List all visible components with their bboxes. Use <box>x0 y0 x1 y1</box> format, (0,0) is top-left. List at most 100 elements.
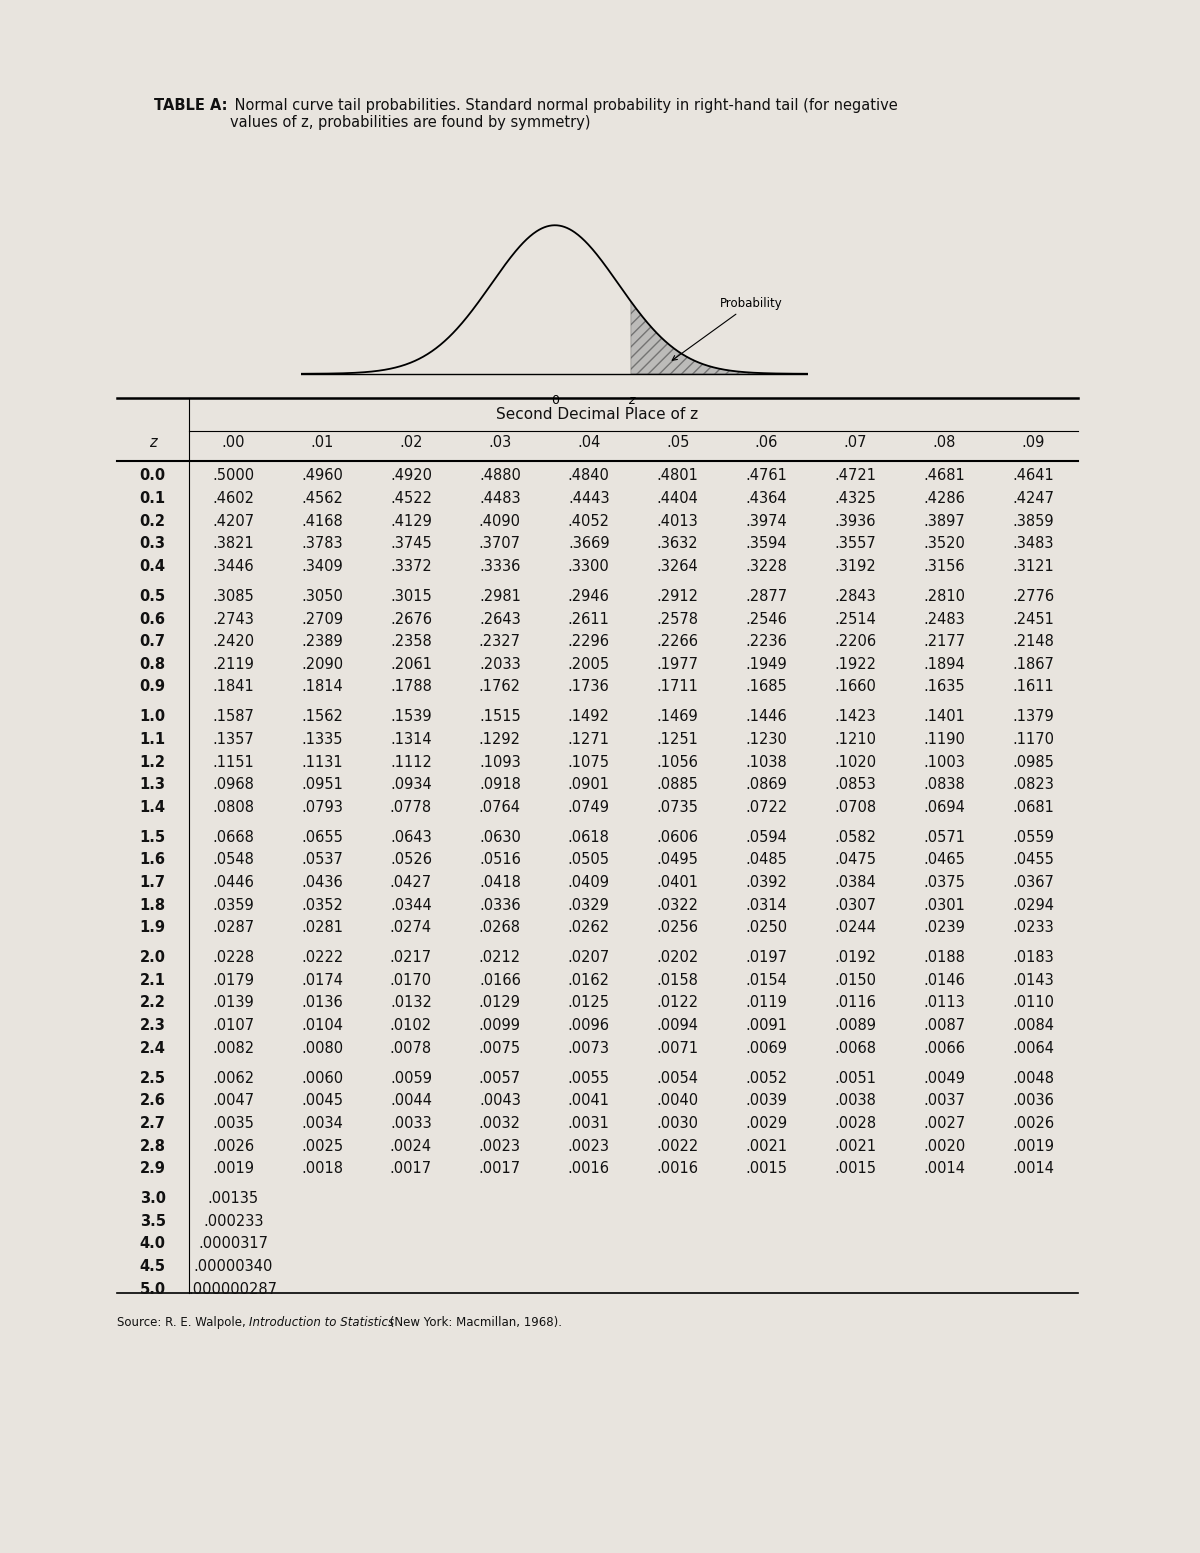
Text: .1003: .1003 <box>923 755 965 770</box>
Text: .0222: .0222 <box>301 950 343 966</box>
Text: .1762: .1762 <box>479 679 521 694</box>
Text: .0778: .0778 <box>390 800 432 815</box>
Text: .0228: .0228 <box>212 950 254 966</box>
Text: .0202: .0202 <box>656 950 698 966</box>
Text: 0: 0 <box>551 394 559 407</box>
Text: 3.5: 3.5 <box>139 1214 166 1228</box>
Text: .1075: .1075 <box>568 755 610 770</box>
Text: .2236: .2236 <box>745 634 787 649</box>
Text: .1314: .1314 <box>390 731 432 747</box>
Text: .1977: .1977 <box>656 657 698 672</box>
Text: .1515: .1515 <box>479 710 521 724</box>
Text: .0985: .0985 <box>1013 755 1054 770</box>
Text: .0384: .0384 <box>834 874 876 890</box>
Text: .0116: .0116 <box>834 995 876 1011</box>
Text: .3745: .3745 <box>390 536 432 551</box>
Text: .0064: .0064 <box>1012 1041 1054 1056</box>
Text: .1711: .1711 <box>656 679 698 694</box>
Text: .0089: .0089 <box>834 1019 876 1033</box>
Text: .1151: .1151 <box>212 755 254 770</box>
Text: .3336: .3336 <box>479 559 521 575</box>
Text: .0073: .0073 <box>568 1041 610 1056</box>
Text: .0000317: .0000317 <box>198 1236 268 1252</box>
Text: .3156: .3156 <box>924 559 965 575</box>
Text: .0039: .0039 <box>745 1093 787 1109</box>
Text: .0838: .0838 <box>923 776 965 792</box>
Text: .0094: .0094 <box>656 1019 698 1033</box>
Text: .0708: .0708 <box>834 800 876 815</box>
Text: .0344: .0344 <box>390 898 432 913</box>
Text: .0174: .0174 <box>301 972 343 988</box>
Text: .0287: .0287 <box>212 921 254 935</box>
Text: .0041: .0041 <box>568 1093 610 1109</box>
Text: .4721: .4721 <box>834 469 876 483</box>
Text: 1.8: 1.8 <box>139 898 166 913</box>
Text: .3707: .3707 <box>479 536 521 551</box>
Text: .2776: .2776 <box>1012 589 1055 604</box>
Text: .1949: .1949 <box>745 657 787 672</box>
Text: .4404: .4404 <box>656 491 698 506</box>
Text: .0045: .0045 <box>301 1093 343 1109</box>
Text: .0025: .0025 <box>301 1138 343 1154</box>
Text: 0.3: 0.3 <box>139 536 166 551</box>
Text: .0040: .0040 <box>656 1093 698 1109</box>
Text: 0.2: 0.2 <box>139 514 166 528</box>
Text: 2.3: 2.3 <box>139 1019 166 1033</box>
Text: .0918: .0918 <box>479 776 521 792</box>
Text: .4325: .4325 <box>834 491 876 506</box>
Text: .2358: .2358 <box>390 634 432 649</box>
Text: .2119: .2119 <box>212 657 254 672</box>
Text: .0020: .0020 <box>923 1138 965 1154</box>
Text: .0033: .0033 <box>390 1117 432 1131</box>
Text: .0367: .0367 <box>1013 874 1054 890</box>
Text: .0606: .0606 <box>656 829 698 845</box>
Text: .0029: .0029 <box>745 1117 787 1131</box>
Text: .2483: .2483 <box>923 612 965 626</box>
Text: .0418: .0418 <box>479 874 521 890</box>
Text: .0885: .0885 <box>656 776 698 792</box>
Text: .2090: .2090 <box>301 657 343 672</box>
Text: .0075: .0075 <box>479 1041 521 1056</box>
Text: .0722: .0722 <box>745 800 787 815</box>
Text: .0582: .0582 <box>834 829 876 845</box>
Text: .5000: .5000 <box>212 469 254 483</box>
Text: TABLE A:: TABLE A: <box>154 98 227 113</box>
Text: .0217: .0217 <box>390 950 432 966</box>
Text: .2420: .2420 <box>212 634 254 649</box>
Text: .0188: .0188 <box>923 950 965 966</box>
Text: .2005: .2005 <box>568 657 610 672</box>
Text: .0268: .0268 <box>479 921 521 935</box>
Text: .1038: .1038 <box>745 755 787 770</box>
Text: 2.0: 2.0 <box>139 950 166 966</box>
Text: .0051: .0051 <box>834 1070 876 1086</box>
Text: .2546: .2546 <box>745 612 787 626</box>
Text: .3300: .3300 <box>568 559 610 575</box>
Text: .0655: .0655 <box>301 829 343 845</box>
Text: .3897: .3897 <box>923 514 965 528</box>
Text: .1867: .1867 <box>1013 657 1054 672</box>
Text: .0485: .0485 <box>745 853 787 868</box>
Text: 1.4: 1.4 <box>139 800 166 815</box>
Text: .4562: .4562 <box>301 491 343 506</box>
Text: .0125: .0125 <box>568 995 610 1011</box>
Text: 2.9: 2.9 <box>139 1162 166 1176</box>
Text: .0034: .0034 <box>301 1117 343 1131</box>
Text: .3783: .3783 <box>301 536 343 551</box>
Text: .2296: .2296 <box>568 634 610 649</box>
Text: .0031: .0031 <box>568 1117 610 1131</box>
Text: .2810: .2810 <box>923 589 965 604</box>
Text: .2946: .2946 <box>568 589 610 604</box>
Text: .0968: .0968 <box>212 776 254 792</box>
Text: .4960: .4960 <box>301 469 343 483</box>
Text: .0059: .0059 <box>390 1070 432 1086</box>
Text: .3821: .3821 <box>212 536 254 551</box>
Text: .0062: .0062 <box>212 1070 254 1086</box>
Text: 2.2: 2.2 <box>139 995 166 1011</box>
Text: .0537: .0537 <box>301 853 343 868</box>
Text: .4013: .4013 <box>656 514 698 528</box>
Text: .4168: .4168 <box>301 514 343 528</box>
Text: .0080: .0080 <box>301 1041 343 1056</box>
Text: .0087: .0087 <box>923 1019 965 1033</box>
Text: .07: .07 <box>844 435 868 450</box>
Text: .1357: .1357 <box>212 731 254 747</box>
